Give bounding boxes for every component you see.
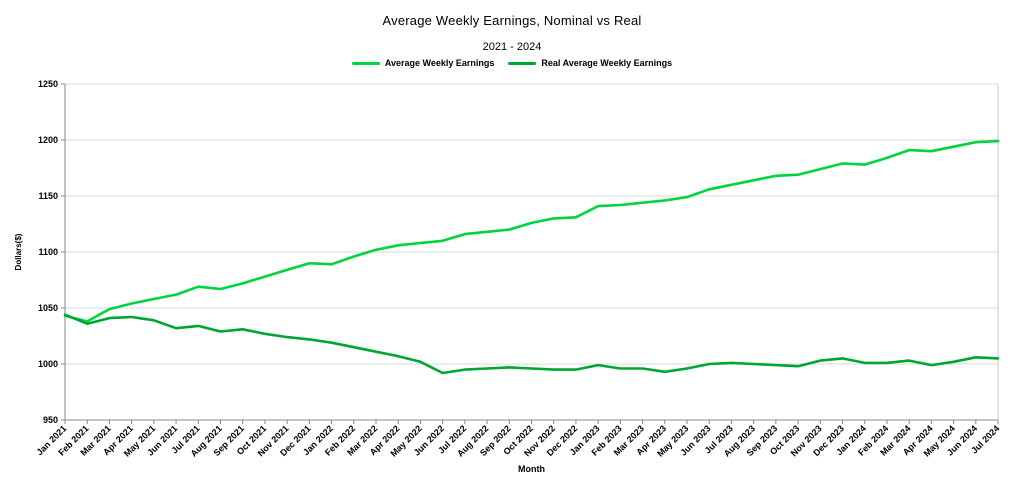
- chart-title: Average Weekly Earnings, Nominal vs Real: [382, 13, 642, 28]
- svg-text:1150: 1150: [38, 191, 58, 201]
- legend: Average Weekly Earnings Real Average Wee…: [0, 58, 1024, 68]
- series-line-1: [63, 313, 1000, 375]
- x-axis-title: Month: [518, 464, 545, 474]
- legend-label-nominal: Average Weekly Earnings: [384, 58, 495, 68]
- y-axis-title: Dollars($): [14, 233, 23, 270]
- svg-text:950: 950: [43, 415, 58, 425]
- svg-text:1000: 1000: [38, 359, 58, 369]
- svg-text:1100: 1100: [38, 247, 58, 257]
- svg-text:1050: 1050: [38, 303, 58, 313]
- series-line-0: [63, 139, 1000, 323]
- svg-text:1200: 1200: [38, 135, 58, 145]
- y-axis-tick-labels: 950 1000 1050 1100 1150 1200 1250: [38, 79, 58, 425]
- legend-line-swatch-nominal: [351, 61, 380, 65]
- legend-item-real: Real Average Weekly Earnings: [508, 58, 672, 68]
- legend-item-nominal: Average Weekly Earnings: [351, 58, 495, 68]
- chart-subtitle: 2021 - 2024: [482, 41, 542, 53]
- legend-line-swatch-real: [508, 61, 537, 65]
- legend-label-real: Real Average Weekly Earnings: [541, 58, 673, 68]
- svg-text:1250: 1250: [38, 79, 58, 89]
